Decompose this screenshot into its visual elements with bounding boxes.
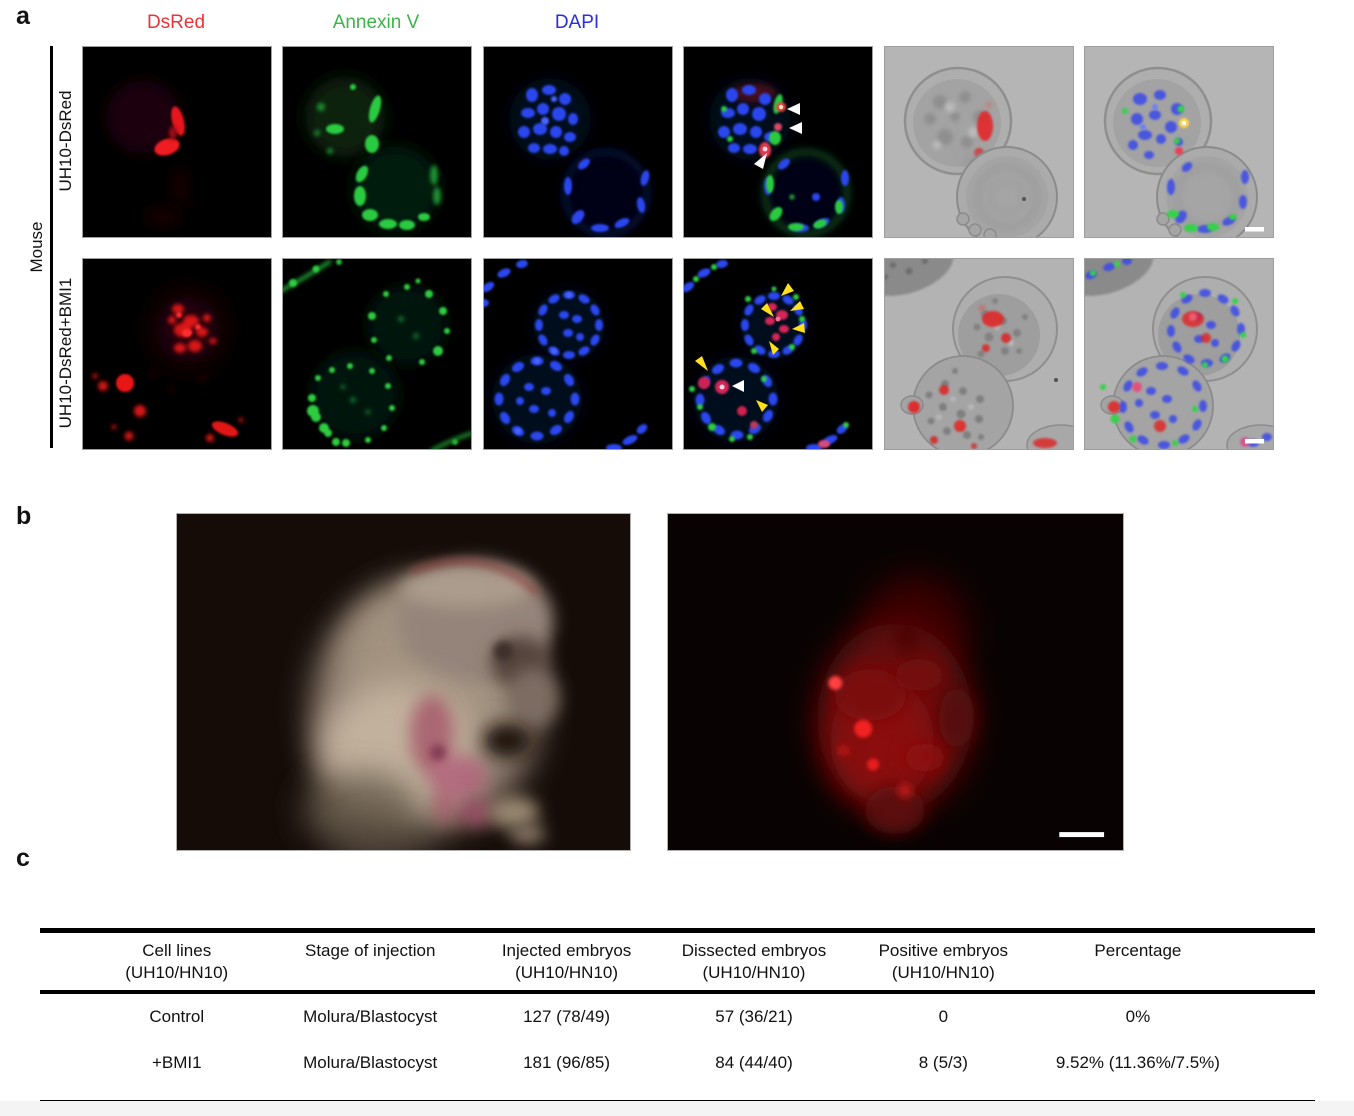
scale-bar [1245,439,1264,444]
micrograph-r1-annexin [282,46,472,238]
embryo-injection-table: Cell lines (UH10/HN10) Stage of injection… [40,928,1315,1105]
table-row-control: Control Molura/Blastocyst 127 (78/49) 57… [40,994,1315,1040]
embryo-brightfield-image [176,513,631,851]
embryo-dsred-fluorescence-image [667,513,1124,851]
row-label-uh10-dsred: UH10-DsRed [56,90,75,192]
micrograph-r2-overlay [1084,258,1274,450]
species-label: Mouse [27,221,46,273]
micrograph-r2-dsred [82,258,272,450]
white-arrowhead-icon [732,380,744,392]
channel-header-annexin: Annexin V [332,12,420,33]
micrograph-r2-brightfield [884,258,1074,450]
header-dissected-embryos: Dissected embryos (UH10/HN10) [681,941,827,982]
micrograph-r1-brightfield [884,46,1074,238]
micrograph-r2-dapi [483,258,673,450]
scale-bar [1059,832,1105,838]
cell-value: 9.52% (11.36%/7.5%) [1055,1052,1220,1072]
cell-value: 0% [1125,1006,1151,1026]
header-positive-embryos: Positive embryos (UH10/HN10) [878,941,1009,982]
white-arrowhead-icon [754,103,802,169]
micrograph-r1-dsred [82,46,272,238]
table-header-row: Cell lines (UH10/HN10) Stage of injection… [40,933,1315,994]
cell-value: 127 (78/49) [523,1006,611,1026]
row-label-uh10-dsred-bmi1: UH10-DsRed+BMI1 [56,277,75,429]
bottom-margin-strip [0,1101,1354,1116]
micrograph-r1-overlay [1084,46,1274,238]
cell-value: Control [149,1006,205,1026]
header-percentage: Percentage [1094,941,1182,960]
scale-bar [1245,227,1264,232]
header-injected-embryos: Injected embryos (UH10/HN10) [501,941,632,982]
header-cell-lines: Cell lines (UH10/HN10) [125,941,229,982]
table-row-bmi1: +BMI1 Molura/Blastocyst 181 (96/85) 84 (… [40,1040,1315,1086]
panel-b-label: b [16,502,32,530]
cell-value: 8 (5/3) [918,1052,968,1072]
cell-value: 181 (96/85) [523,1052,611,1072]
cell-value: 57 (36/21) [715,1006,793,1026]
panel-a-label: a [16,2,30,30]
micrograph-r1-merge [683,46,873,238]
cell-value: 84 (44/40) [715,1052,793,1072]
micrograph-r2-annexin [282,258,472,450]
channel-header-dapi: DAPI [554,12,600,33]
cell-value: +BMI1 [151,1052,202,1072]
channel-header-dsred: DsRed [146,12,206,33]
panel-c-label: c [16,844,30,872]
micrograph-r2-merge [683,258,873,450]
cell-value: Molura/Blastocyst [303,1052,438,1072]
micrograph-r1-dapi [483,46,673,238]
header-stage-of-injection: Stage of injection [305,941,436,960]
cell-value: 0 [938,1006,949,1026]
cell-value: Molura/Blastocyst [303,1006,438,1026]
yellow-arrowhead-icon [695,283,805,412]
mouse-bracket-line [50,46,53,448]
